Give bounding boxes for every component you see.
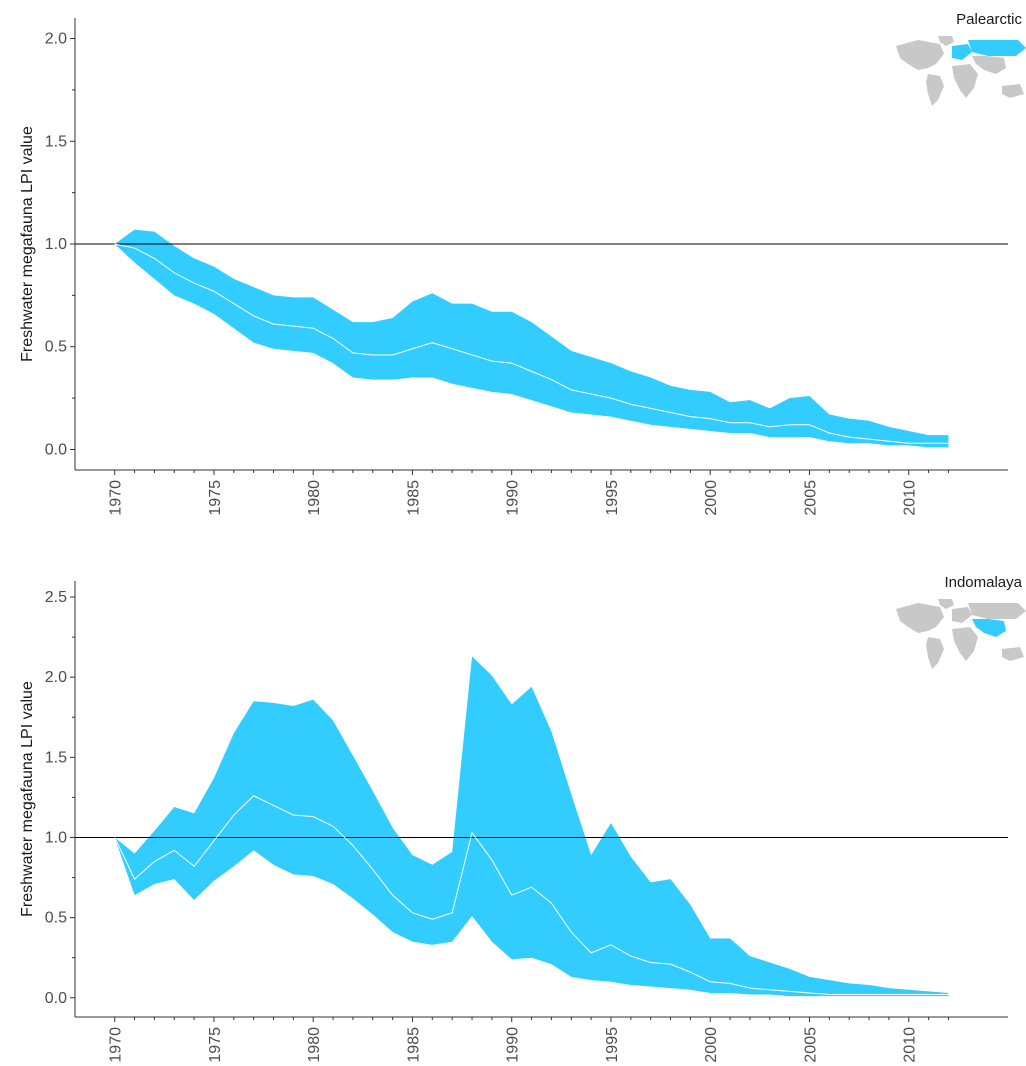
y-tick-label: 2.5 xyxy=(45,589,67,606)
confidence-ribbon xyxy=(114,656,949,997)
x-tick-label: 1995 xyxy=(604,480,621,516)
world-map-icon xyxy=(896,36,1026,106)
x-tick-label: 2005 xyxy=(802,480,819,516)
y-tick-label: 0.0 xyxy=(45,441,67,458)
x-tick-label: 1980 xyxy=(306,480,323,516)
map-europe xyxy=(952,44,972,60)
map-asia-north xyxy=(968,603,1026,619)
x-tick-label: 1995 xyxy=(604,1027,621,1063)
panel-title: Palearctic xyxy=(956,11,1022,28)
map-africa xyxy=(952,64,978,98)
x-tick-label: 2000 xyxy=(703,480,720,516)
world-map-icon xyxy=(896,599,1026,669)
chart-panel-indomalaya: 0.0 0.5 1.0 1.5 2.0 2.5 1970 1975 1980 1985 1990 19… xyxy=(0,533,1026,1066)
map-greenland xyxy=(938,599,954,609)
x-tick-label: 1970 xyxy=(108,1027,125,1063)
x-tick-label: 1980 xyxy=(306,1027,323,1063)
x-tick-label: 1990 xyxy=(505,480,522,516)
y-tick-label: 0.0 xyxy=(45,990,67,1007)
chart-svg-indomalaya: 0.0 0.5 1.0 1.5 2.0 2.5 1970 1975 1980 1985 1990 19… xyxy=(19,574,1026,1063)
x-tick-label: 1985 xyxy=(405,1027,422,1063)
y-tick-label: 1.0 xyxy=(45,829,67,846)
x-tick-label: 2010 xyxy=(902,1027,919,1063)
map-north-america xyxy=(896,603,944,633)
chart-panel-palearctic: 0.0 0.5 1.0 1.5 2.0 1970 1975 1980 1985 1990 1995 2… xyxy=(19,11,1026,516)
map-australia xyxy=(1002,84,1024,98)
x-tick-label: 2005 xyxy=(802,1027,819,1063)
map-north-america xyxy=(896,40,944,70)
map-europe xyxy=(952,607,972,623)
x-tick-label: 2000 xyxy=(703,1027,720,1063)
map-south-america xyxy=(926,637,944,669)
map-australia xyxy=(1002,647,1024,661)
y-tick-label: 0.5 xyxy=(45,910,67,927)
y-tick-label: 0.5 xyxy=(45,339,67,356)
mean-line xyxy=(114,795,949,996)
x-tick-label: 2010 xyxy=(902,480,919,516)
y-axis-title: Freshwater megafauna LPI value xyxy=(19,681,36,917)
map-asia-south xyxy=(972,619,1006,637)
map-south-america xyxy=(926,74,944,106)
x-tick-label: 1975 xyxy=(207,480,224,516)
y-tick-label: 1.5 xyxy=(45,133,67,150)
x-tick-label: 1990 xyxy=(505,1027,522,1063)
mean-line xyxy=(114,243,949,444)
x-tick-label: 1985 xyxy=(405,480,422,516)
y-axis-title: Freshwater megafauna LPI value xyxy=(19,126,36,362)
chart-svg-palearctic: 0.0 0.5 1.0 1.5 2.0 1970 1975 1980 1985 1990 1995 2… xyxy=(19,11,1026,516)
y-tick-label: 2.0 xyxy=(45,669,67,686)
x-tick-label: 1970 xyxy=(108,480,125,516)
y-tick-label: 2.0 xyxy=(45,31,67,48)
map-asia-north xyxy=(968,40,1026,56)
x-tick-label: 1975 xyxy=(207,1027,224,1063)
map-greenland xyxy=(938,36,954,46)
y-tick-label: 1.0 xyxy=(45,236,67,253)
map-asia-south xyxy=(972,56,1006,74)
panel-title: Indomalaya xyxy=(944,574,1022,591)
y-tick-label: 1.5 xyxy=(45,749,67,766)
map-africa xyxy=(952,627,978,661)
confidence-ribbon xyxy=(114,229,949,448)
